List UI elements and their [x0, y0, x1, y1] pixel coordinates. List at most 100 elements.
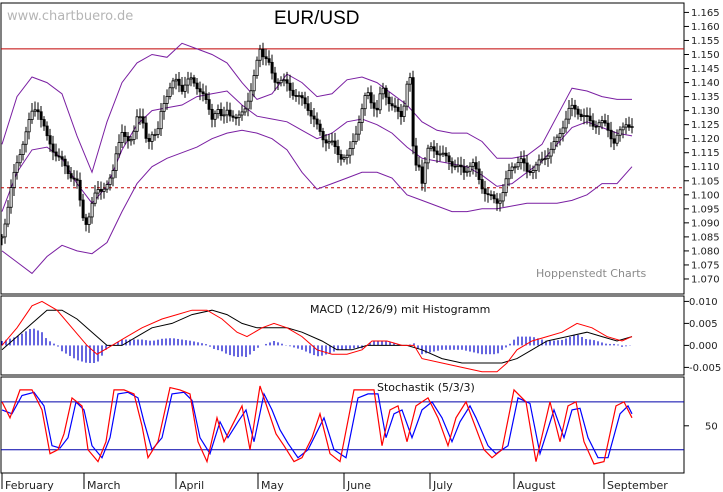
- price-candle: [177, 78, 181, 86]
- price-candle: [585, 115, 589, 117]
- price-candle: [411, 77, 415, 147]
- price-candle: [441, 152, 445, 155]
- price-candle: [405, 83, 409, 107]
- price-candle: [219, 109, 223, 117]
- price-candle: [222, 114, 226, 117]
- price-candle: [588, 115, 592, 122]
- macd-panel-frame: [0, 295, 685, 376]
- price-candle: [111, 170, 115, 179]
- price-candle: [21, 143, 25, 155]
- price-candle: [498, 200, 502, 204]
- price-candle: [249, 90, 253, 102]
- price-candle: [126, 136, 130, 142]
- price-candle: [357, 122, 361, 135]
- price-candle: [204, 93, 208, 100]
- price-candle: [609, 129, 613, 140]
- price-candle: [447, 155, 451, 163]
- price-candle: [279, 79, 283, 84]
- price-candle: [189, 77, 193, 80]
- price-candle: [399, 110, 403, 118]
- price-candle: [489, 194, 493, 197]
- stochastic-layer: [1, 385, 684, 465]
- price-candle: [624, 124, 628, 128]
- price-candle: [330, 140, 334, 143]
- price-candle: [144, 122, 148, 139]
- price-axis-label: 1.075: [691, 260, 720, 271]
- price-candle: [168, 87, 172, 97]
- price-axis-label: 1.135: [691, 92, 720, 103]
- price-axis-label: 1.090: [691, 218, 720, 229]
- price-candle: [195, 82, 199, 90]
- price-candle: [0, 236, 4, 239]
- price-candle: [465, 170, 469, 173]
- price-candle: [225, 109, 229, 116]
- price-candle: [186, 78, 190, 86]
- price-candle: [147, 137, 151, 142]
- price-candle: [282, 79, 286, 82]
- chart-title: EUR/USD: [274, 8, 360, 29]
- price-candle: [261, 48, 265, 58]
- price-candle: [117, 142, 121, 155]
- price-candle: [276, 81, 280, 84]
- price-candle: [108, 177, 112, 185]
- month-label: June: [346, 479, 371, 492]
- price-candle: [345, 154, 349, 159]
- price-candle: [231, 115, 235, 118]
- price-axis-label: 1.125: [691, 120, 720, 131]
- price-candle: [474, 162, 478, 170]
- price-candle: [255, 59, 259, 76]
- price-candle: [393, 105, 397, 108]
- price-candle: [297, 95, 301, 98]
- price-candle: [450, 161, 454, 167]
- price-candle: [303, 97, 307, 105]
- price-candle: [420, 166, 424, 184]
- price-candle: [510, 166, 514, 171]
- price-candle: [483, 188, 487, 195]
- month-label: March: [87, 479, 121, 492]
- price-candle: [264, 56, 268, 60]
- price-candle: [135, 116, 139, 132]
- macd-axis-label: 0.005: [689, 319, 718, 330]
- price-candle: [237, 114, 241, 119]
- watermark-text: www.chartbuero.de: [7, 9, 133, 24]
- price-candle: [519, 158, 523, 163]
- price-candle: [75, 178, 79, 181]
- price-candle: [549, 148, 553, 157]
- price-candle: [63, 158, 67, 167]
- price-candle: [348, 148, 352, 156]
- stochastic-label: Stochastik (5/3/3): [377, 381, 475, 394]
- price-candle: [459, 164, 463, 168]
- price-candle: [492, 194, 496, 200]
- price-candle: [15, 162, 19, 173]
- price-candle: [72, 177, 76, 180]
- price-candle: [366, 92, 370, 96]
- price-candle: [24, 131, 28, 145]
- price-candle: [96, 189, 100, 194]
- stochastic-k-line: [1, 385, 633, 465]
- price-candle: [165, 96, 169, 104]
- price-candle: [381, 87, 385, 95]
- price-candle: [621, 126, 625, 131]
- price-candle: [228, 109, 232, 117]
- price-candle: [522, 158, 526, 164]
- price-candle: [36, 109, 40, 113]
- price-candle: [435, 150, 439, 155]
- price-candle: [246, 100, 250, 110]
- price-candle: [525, 162, 529, 172]
- price-candle: [306, 103, 310, 111]
- price-candle: [309, 110, 313, 117]
- price-candle: [570, 104, 574, 109]
- price-candle: [291, 89, 295, 96]
- price-candle: [171, 80, 175, 89]
- price-candle: [243, 108, 247, 113]
- price-candle: [234, 116, 238, 119]
- price-candle: [567, 107, 571, 120]
- price-candle: [84, 217, 88, 225]
- macd-line: [1, 300, 633, 373]
- price-candle: [417, 164, 421, 168]
- month-label: February: [5, 479, 54, 492]
- price-candle: [300, 95, 304, 99]
- price-candle: [294, 95, 298, 97]
- price-axis-label: 1.155: [691, 36, 720, 47]
